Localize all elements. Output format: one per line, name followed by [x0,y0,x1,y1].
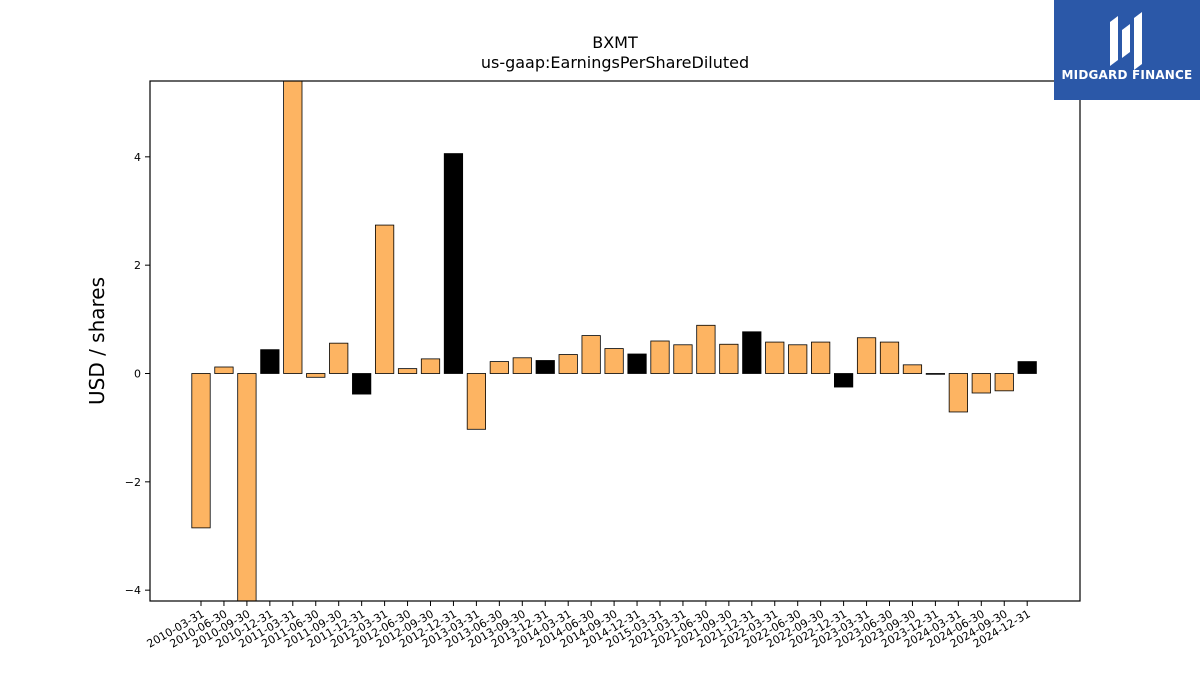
bar-2024-03-31 [948,373,968,413]
bar-2022-09-30 [811,341,831,374]
bar-2011-09-30 [329,342,349,374]
bar-2013-09-30 [512,357,532,374]
bar-2012-06-30 [397,368,418,374]
bar-2023-12-31 [925,373,946,375]
y-tick-label: 0 [134,368,141,381]
bar-2023-06-30 [879,341,900,374]
bar-2011-06-30 [306,373,326,378]
bar-2012-03-31 [374,224,395,374]
brand-logo-icon [1110,12,1142,70]
bar-2024-12-31 [1017,361,1037,374]
y-axis-label: USD / shares [85,277,109,405]
y-tick-label: −4 [125,584,141,597]
y-tick-label: 4 [134,151,141,164]
bar-2012-09-30 [420,358,441,374]
brand-name: MIDGARD FINANCE [1061,68,1193,82]
bar-2022-03-31 [765,341,785,374]
brand-logo: MIDGARD FINANCE [1054,0,1200,100]
bar-2014-09-30 [604,348,624,374]
bar-2022-12-31 [834,373,854,388]
bar-2010-09-30 [237,373,257,602]
bar-2010-12-31 [260,349,280,374]
chart-title: BXMT [592,33,638,52]
bar-2022-06-30 [788,344,808,374]
bar-2023-09-30 [902,364,923,374]
x-axis: 2010-03-312010-06-302010-09-302010-12-31… [145,601,1033,651]
bar-2013-12-31 [535,360,555,374]
bar-2024-09-30 [994,373,1014,392]
bar-2023-03-31 [856,337,877,374]
y-tick-label: 2 [134,259,141,272]
bar-2011-03-31 [283,80,303,374]
bars [191,80,1037,602]
y-axis: −4 −2 0 2 4 [125,151,150,597]
bar-2021-12-31 [742,331,762,374]
plot-frame [149,80,1081,602]
bar-2024-06-30 [971,373,991,394]
bar-2021-03-31 [673,344,693,374]
bar-2014-12-31 [627,353,647,374]
bar-2021-09-30 [719,343,739,374]
bar-2010-06-30 [214,366,234,374]
bar-2014-03-31 [558,354,578,374]
bar-2014-06-30 [581,335,601,374]
bar-2011-12-31 [352,373,372,395]
bar-2013-06-30 [489,361,509,374]
bar-2013-03-31 [466,373,487,430]
chart-subtitle: us-gaap:EarningsPerShareDiluted [481,53,749,72]
bar-2021-06-30 [696,324,716,374]
y-tick-label: −2 [125,476,141,489]
bar-2015-03-31 [650,340,670,374]
bar-2010-03-31 [191,373,211,529]
bar-2012-12-31 [443,153,464,374]
